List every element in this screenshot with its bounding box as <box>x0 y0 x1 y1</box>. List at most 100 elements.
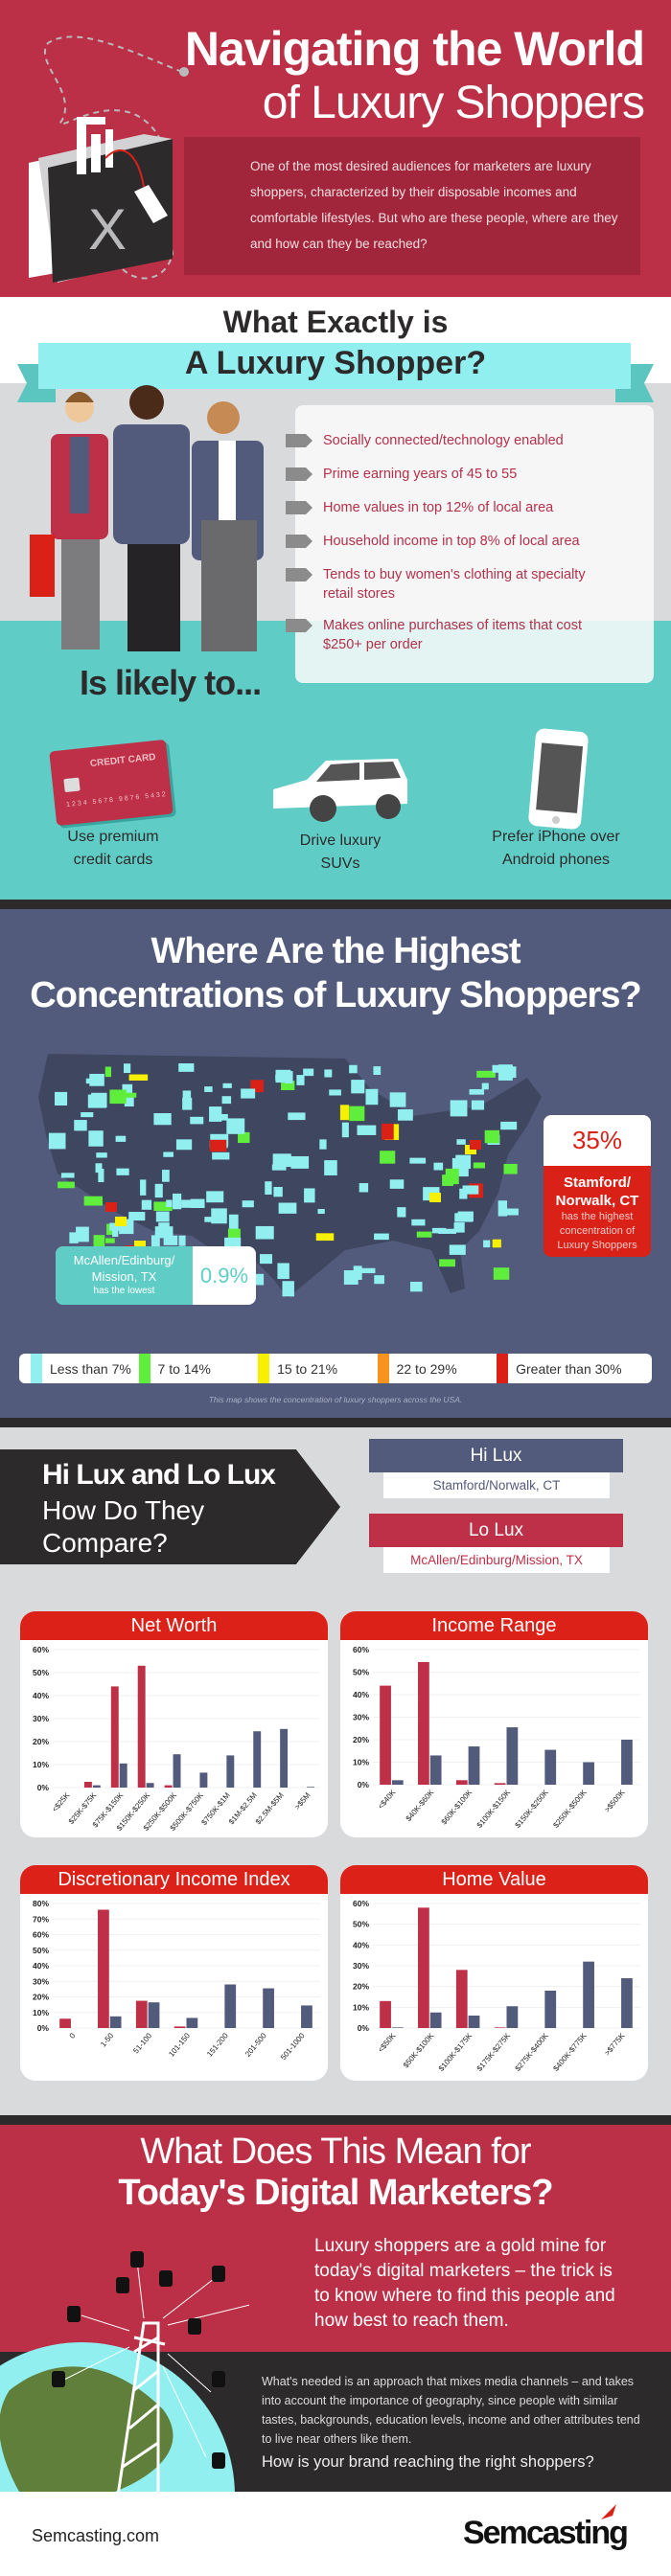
y-tick-label: 80% <box>33 1899 49 1908</box>
y-tick-label: 40% <box>353 1940 369 1949</box>
x-tick-label: $100K-$150K <box>475 1788 513 1830</box>
y-tick-label: 50% <box>33 1946 49 1955</box>
x-tick-label: <$25K <box>51 1790 72 1813</box>
likely-title: Is likely to... <box>80 663 262 702</box>
trait-item: Household income in top 8% of local area <box>286 532 650 551</box>
map-region <box>154 1183 163 1198</box>
y-tick-label: 30% <box>353 1961 369 1971</box>
map-region <box>288 1112 306 1121</box>
bar-lo-lux <box>83 1782 92 1788</box>
y-tick-label: 20% <box>33 1737 49 1746</box>
y-tick-label: 0% <box>37 2023 50 2033</box>
map-region <box>150 1235 160 1249</box>
globe-tower-illustration <box>0 2251 249 2492</box>
trait-item: Prime earning years of 45 to 55 <box>286 465 650 484</box>
x-tick-label: 0 <box>68 2031 78 2040</box>
map-region <box>91 1092 107 1108</box>
y-tick-label: 50% <box>33 1668 49 1677</box>
chart-title: Income Range <box>340 1611 648 1640</box>
trait-item: Home values in top 12% of local area <box>286 498 650 517</box>
map-region <box>209 1139 227 1152</box>
bar-hi-lux <box>226 1755 235 1788</box>
map-region <box>69 1232 79 1243</box>
map-region <box>83 1196 103 1206</box>
map-region <box>503 1208 519 1216</box>
likely-item-suvs: Drive luxury SUVs <box>299 832 382 872</box>
map-legend: Less than 7% 7 to 14% 15 to 21% 22 to 29… <box>19 1354 652 1383</box>
card-label: CREDIT CARD <box>89 752 157 770</box>
map-region <box>227 1228 241 1239</box>
map-region <box>76 1226 89 1242</box>
map-region <box>492 1239 501 1248</box>
bar-lo-lux <box>494 2027 506 2028</box>
map-region <box>438 1228 457 1234</box>
map-region <box>339 1105 350 1121</box>
bag-letter: X <box>88 197 127 262</box>
chart-net-worth: Net Worth 0% 10% 20% 30% 40% 50% 60% <$25K $25K-… <box>20 1611 328 1837</box>
map-region <box>278 1202 297 1214</box>
final-title-line1: What Does This Mean for <box>140 2131 531 2172</box>
phone-icon <box>159 2270 173 2287</box>
y-tick-label: 10% <box>33 2008 49 2017</box>
hi-lux-ribbon: Hi Lux <box>369 1439 623 1472</box>
lowest-value: 0.9% <box>199 1264 249 1288</box>
chart-discretionary-income: Discretionary Income Index 0% 10% 20% 30% 40… <box>20 1865 328 2081</box>
map-region <box>451 1157 460 1174</box>
woman-figure <box>30 392 108 650</box>
map-region <box>238 1131 250 1144</box>
map-region <box>105 1202 117 1212</box>
map-region <box>324 1069 333 1078</box>
map-region <box>317 1209 325 1215</box>
map-region <box>382 1123 394 1140</box>
map-region <box>209 1106 222 1122</box>
x-tick-label: $60K-$100K <box>440 1788 474 1826</box>
y-tick-label: 50% <box>353 1920 369 1929</box>
bar-lo-lux <box>98 1909 109 2028</box>
map-region <box>456 1139 466 1145</box>
bar-hi-lux <box>301 2005 312 2028</box>
arrow-icon <box>286 467 312 481</box>
map-region <box>329 1089 341 1096</box>
map-region <box>74 1120 87 1131</box>
bar-hi-lux <box>253 1731 262 1788</box>
y-tick-label: 60% <box>33 1645 49 1654</box>
legend-item: 7 to 14% <box>138 1354 259 1383</box>
bar-lo-lux <box>380 2000 391 2028</box>
x-tick-label: 201-500 <box>243 2031 268 2059</box>
map-region <box>431 1227 447 1234</box>
bar-hi-lux <box>583 1762 594 1785</box>
map-region <box>115 1135 127 1142</box>
map-region <box>471 1100 485 1110</box>
y-tick-label: 0% <box>37 1783 50 1792</box>
highest-city: Stamford/ <box>563 1174 631 1191</box>
map-region <box>380 1151 396 1164</box>
chart-home-value: Home Value 0% 10% 20% 30% 40% 50% 60% <$50K $50K… <box>340 1865 648 2081</box>
map-region <box>124 1063 131 1074</box>
y-tick-label: 30% <box>353 1713 369 1722</box>
chat-icon <box>130 2251 144 2268</box>
map-region <box>181 1199 194 1208</box>
map-region <box>389 1092 406 1107</box>
map-region <box>365 1088 379 1106</box>
map-region <box>374 1233 389 1241</box>
final-section <box>0 2125 671 2352</box>
chart-title: Discretionary Income Index <box>20 1865 328 1894</box>
map-region <box>224 1237 242 1249</box>
map-region <box>492 1064 506 1073</box>
y-tick-label: 60% <box>353 1645 369 1654</box>
highest-note-3: Luxury Shoppers <box>557 1240 637 1251</box>
likely-item-iphone: Prefer iPhone over Android phones <box>492 829 620 868</box>
map-region <box>484 1129 499 1144</box>
x-tick-label: >$775K <box>603 2031 627 2058</box>
map-region <box>409 1281 423 1292</box>
semcasting-logo: Semcasting <box>463 2515 629 2551</box>
bar-hi-lux <box>621 1740 633 1785</box>
map-region <box>190 1116 204 1125</box>
map-region <box>324 1160 337 1175</box>
mail-icon <box>116 2277 129 2293</box>
map-region <box>433 1162 444 1171</box>
trait-item: Socially connected/technology enabled <box>286 431 650 450</box>
map-region <box>178 1063 195 1072</box>
bar-hi-lux <box>544 1749 557 1785</box>
footer-site-link[interactable]: Semcasting.com <box>32 2526 160 2545</box>
